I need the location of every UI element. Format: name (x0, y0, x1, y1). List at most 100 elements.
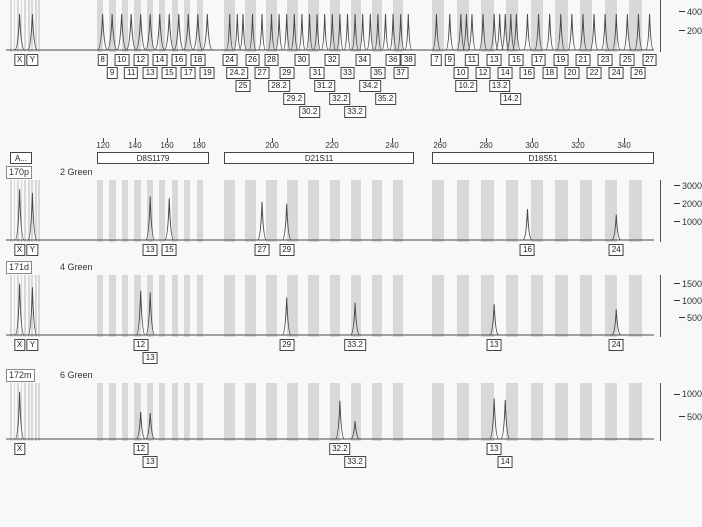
allele-box: 33.2 (344, 106, 366, 118)
electropherogram-peak (523, 14, 531, 50)
allele-box: 12 (476, 67, 491, 79)
y-tick: 500 (679, 313, 702, 323)
allele-box: 8 (97, 54, 107, 66)
y-tick-label: 500 (687, 412, 702, 422)
allele-box: 34.2 (360, 80, 382, 92)
y-tick: 3000 (674, 181, 702, 191)
electropherogram-peak (336, 14, 343, 50)
ruler-label: 220 (325, 141, 338, 150)
allele-box: 13 (143, 352, 158, 364)
y-tick-label: 500 (687, 313, 702, 323)
y-tick: 1000 (674, 217, 702, 227)
y-axis: 100020003000 (660, 180, 702, 242)
allele-box: 10 (453, 67, 468, 79)
allele-box: 31.2 (314, 80, 336, 92)
y-tick-label: 1000 (682, 217, 702, 227)
allele-box: 18 (542, 67, 557, 79)
y-tick-label: 1000 (682, 389, 702, 399)
electropherogram-peak (126, 14, 136, 50)
electropherogram-peak (249, 14, 256, 50)
electropherogram-peak (282, 297, 291, 335)
allele-box: X (14, 443, 25, 455)
allele-box: 11 (465, 54, 479, 66)
ruler-label: 240 (385, 141, 398, 150)
electropherogram-peak (306, 14, 313, 50)
allele-box: 28 (264, 54, 279, 66)
electropherogram-peak (374, 14, 381, 50)
allele-box: 24 (609, 339, 624, 351)
allele-box: Y (27, 339, 38, 351)
allele-box: 31 (310, 67, 325, 79)
y-tick: 400 (679, 7, 702, 17)
electropherogram-peak (468, 14, 476, 50)
electropherogram-peak (314, 14, 321, 50)
y-axis: 200 400 (660, 0, 702, 52)
allele-box: 13 (143, 67, 158, 79)
ruler-label: 200 (265, 141, 278, 150)
electropherogram-peak (344, 14, 351, 50)
ladder-trace (0, 0, 702, 52)
locus-header: D8S1179 (97, 152, 209, 164)
electropherogram-peak (579, 14, 587, 50)
electropherogram-peak (557, 14, 565, 50)
sample-panel: 170p2 Green100020003000XY131527291624 (0, 166, 702, 261)
allele-box: Y (27, 54, 38, 66)
allele-box: 33.2 (344, 339, 366, 351)
y-tick: 1000 (674, 389, 702, 399)
sample-trace (0, 180, 702, 242)
allele-box: 32 (325, 54, 340, 66)
electropherogram-peak (490, 399, 499, 440)
allele-box: 17 (531, 54, 546, 66)
electropherogram-peak (28, 287, 37, 335)
allele-box: 13 (143, 244, 158, 256)
allele-box: 27 (255, 67, 270, 79)
electropherogram-peak (146, 413, 155, 439)
electropherogram-peak (183, 14, 193, 50)
allele-box: 24 (609, 67, 624, 79)
electropherogram-peak (601, 14, 609, 50)
electropherogram-peak (107, 14, 117, 50)
allele-box: 35.2 (375, 93, 397, 105)
ruler-label: 320 (571, 141, 584, 150)
bp-ruler: 120140160180200220240260280300320340 (0, 138, 702, 152)
ruler-label: 280 (479, 141, 492, 150)
electropherogram-peak (490, 304, 499, 335)
electropherogram-peak (507, 14, 515, 50)
electropherogram-peak (276, 14, 283, 50)
allele-box: 30.2 (299, 106, 321, 118)
electropherogram-peak (165, 198, 174, 240)
allele-box: X (14, 339, 25, 351)
electropherogram-peak (193, 14, 203, 50)
allele-box: 25 (620, 54, 635, 66)
y-tick: 1500 (674, 279, 702, 289)
electropherogram-peak (283, 14, 290, 50)
y-tick-label: 3000 (682, 181, 702, 191)
ruler-label: 120 (96, 141, 109, 150)
allele-box: 7 (431, 54, 441, 66)
electropherogram-peak (397, 14, 404, 50)
y-tick: 200 (679, 26, 702, 36)
electropherogram-peak (501, 400, 510, 439)
channel-label: 4 Green (60, 262, 93, 272)
allele-box: 29 (279, 67, 294, 79)
allele-box: 29 (279, 339, 294, 351)
allele-box: 14.2 (500, 93, 522, 105)
electropherogram-peak (501, 14, 509, 50)
allele-box: 20 (564, 67, 579, 79)
electropherogram-peak (359, 14, 366, 50)
allele-box: 12 (133, 443, 148, 455)
allele-box: 32.2 (329, 93, 351, 105)
y-tick-label: 200 (687, 26, 702, 36)
y-axis: 500 1000 (660, 383, 702, 441)
sample-trace (0, 275, 702, 337)
allele-box: 26 (245, 54, 260, 66)
allele-box: 18 (190, 54, 205, 66)
sample-id-label: 170p (6, 166, 32, 179)
allele-box: 13 (143, 456, 158, 468)
allele-box: 29 (279, 244, 294, 256)
locus-header: A... (10, 152, 32, 164)
electropherogram-peak (136, 291, 145, 335)
electropherogram-peak (226, 14, 233, 50)
ladder-panel: 200400XY81012141618242628303234363879111… (0, 0, 702, 120)
allele-box: 25 (236, 80, 251, 92)
